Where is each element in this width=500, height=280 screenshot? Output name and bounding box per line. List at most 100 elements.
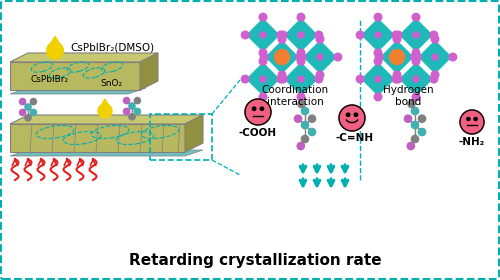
Circle shape [404,115,411,122]
Circle shape [460,110,484,134]
Circle shape [259,13,267,21]
Circle shape [277,31,284,39]
Circle shape [413,76,419,82]
Circle shape [302,135,308,143]
Text: -C=NH: -C=NH [336,133,374,143]
Text: Hydrogen
bond: Hydrogen bond [382,85,434,107]
Circle shape [315,31,322,39]
Circle shape [408,100,415,108]
Circle shape [297,93,305,101]
Circle shape [129,114,135,120]
Circle shape [98,104,112,118]
Circle shape [390,50,404,65]
Circle shape [316,71,324,79]
Circle shape [25,104,31,110]
Circle shape [430,75,438,83]
Polygon shape [264,39,300,75]
Circle shape [374,49,382,57]
Polygon shape [245,61,281,97]
Circle shape [298,32,304,38]
Circle shape [412,49,420,57]
Circle shape [296,53,304,61]
Circle shape [392,75,400,83]
Polygon shape [417,39,453,75]
Polygon shape [10,115,203,124]
Text: CsPbIBr₂(DMSO): CsPbIBr₂(DMSO) [70,42,154,52]
Circle shape [315,75,322,83]
Polygon shape [398,61,434,97]
Circle shape [260,107,264,110]
Circle shape [260,76,266,82]
Polygon shape [48,36,62,48]
Polygon shape [10,62,140,90]
Circle shape [431,71,439,79]
Text: Coordination
interaction: Coordination interaction [262,85,328,107]
Polygon shape [10,124,185,152]
Circle shape [280,75,287,83]
Circle shape [297,142,304,150]
Polygon shape [360,61,396,97]
Circle shape [432,54,438,60]
Circle shape [356,31,364,39]
Circle shape [356,75,364,83]
Circle shape [280,31,287,39]
Circle shape [20,109,26,116]
Polygon shape [283,61,319,97]
Circle shape [242,31,249,39]
Circle shape [134,108,140,115]
Circle shape [297,49,305,57]
Circle shape [278,71,286,79]
Circle shape [449,53,456,61]
Polygon shape [379,39,415,75]
Circle shape [317,54,323,60]
Text: Retarding crystallization rate: Retarding crystallization rate [128,253,382,268]
Circle shape [393,71,401,79]
Polygon shape [360,17,396,53]
Polygon shape [99,99,111,109]
Circle shape [278,35,286,43]
Circle shape [124,108,130,115]
Circle shape [294,115,302,122]
Circle shape [302,121,308,129]
Polygon shape [185,115,203,152]
Polygon shape [283,17,319,53]
Circle shape [411,53,418,61]
Circle shape [474,117,477,121]
Circle shape [412,13,420,21]
Circle shape [412,57,420,65]
Circle shape [46,42,64,59]
Circle shape [407,142,414,150]
Circle shape [393,35,401,43]
Polygon shape [302,39,338,75]
Circle shape [375,76,381,82]
Text: CsPbIBr₂: CsPbIBr₂ [30,75,68,84]
Circle shape [412,107,418,115]
Circle shape [298,53,306,61]
Circle shape [334,53,342,61]
Circle shape [252,107,256,110]
Circle shape [376,53,383,61]
Circle shape [413,32,419,38]
Circle shape [259,57,267,65]
Circle shape [354,113,358,116]
Circle shape [374,57,382,65]
Circle shape [298,76,304,82]
Polygon shape [398,17,434,53]
Circle shape [316,35,324,43]
Circle shape [297,13,305,21]
Circle shape [297,57,305,65]
Circle shape [346,113,350,116]
Circle shape [308,128,316,136]
Circle shape [431,35,439,43]
Circle shape [298,100,305,108]
Polygon shape [140,53,158,90]
Circle shape [25,115,31,121]
Circle shape [392,31,400,39]
Circle shape [374,93,382,101]
Circle shape [242,75,249,83]
Text: -COOH: -COOH [239,128,277,138]
Polygon shape [10,150,203,156]
Circle shape [124,97,130,104]
Circle shape [308,115,316,122]
Circle shape [30,109,36,116]
